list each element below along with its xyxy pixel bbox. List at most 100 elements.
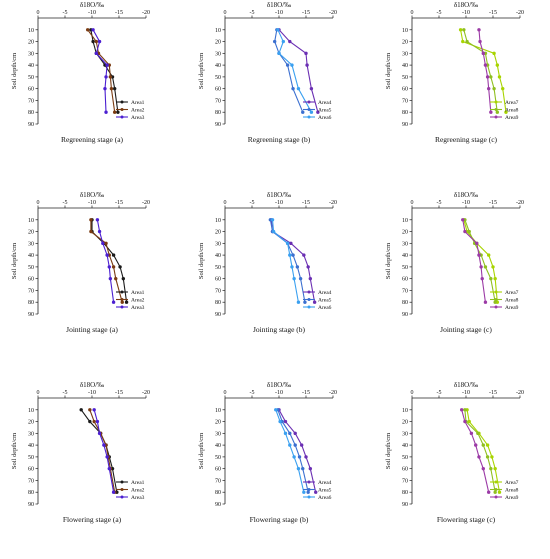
data-point-area6 (288, 253, 292, 257)
legend-marker (120, 100, 124, 104)
legend-marker (494, 108, 498, 111)
data-point-area9 (486, 86, 491, 91)
series-line-area6 (277, 29, 312, 113)
y-tick-label: 80 (215, 490, 221, 496)
y-axis-title: Soil depth/cm (385, 433, 392, 469)
data-point-area3 (107, 466, 111, 471)
y-tick-label: 20 (215, 420, 221, 426)
x-tick-label: -20 (516, 390, 524, 396)
data-point-area8 (489, 75, 493, 79)
data-point-area9 (479, 265, 483, 269)
y-tick-label: 80 (215, 300, 221, 306)
data-point-area4 (304, 51, 308, 56)
x-tick-label: -20 (142, 10, 150, 16)
data-point-area2 (89, 218, 93, 222)
legend-marker (120, 488, 124, 491)
data-point-area4 (305, 63, 309, 67)
x-tick-label: -5 (250, 10, 255, 16)
y-tick-label: 40 (215, 253, 221, 259)
data-point-area4 (312, 300, 317, 304)
chart-panel: δ18O/‰ 0 -5 -10 -15 -20 10 20 30 40 50 60 70 80 90 Soil… (11, 1, 150, 144)
legend-marker (494, 100, 498, 104)
data-point-area9 (481, 51, 485, 56)
data-point-area8 (467, 229, 471, 234)
legend-marker (120, 495, 124, 499)
data-point-area8 (462, 28, 466, 32)
data-point-area2 (114, 276, 118, 281)
data-point-area6 (296, 300, 301, 304)
data-point-area4 (308, 276, 313, 281)
series-line-area6 (271, 219, 299, 303)
data-point-area2 (104, 241, 108, 246)
legend-label: Area3 (131, 305, 145, 311)
data-point-area9 (485, 75, 490, 79)
x-tick-label: 0 (37, 10, 40, 16)
y-tick-label: 50 (28, 75, 34, 81)
legend-label: Area4 (318, 480, 332, 486)
data-point-area6 (292, 276, 296, 281)
y-tick-label: 60 (402, 277, 408, 283)
data-point-area9 (480, 276, 484, 281)
x-tick-label: -5 (437, 390, 442, 396)
x-tick-label: -20 (516, 10, 524, 16)
data-point-area9 (478, 39, 482, 44)
x-tick-label: -10 (462, 10, 470, 16)
data-point-area7 (493, 276, 497, 281)
y-tick-label: 70 (28, 98, 34, 104)
y-tick-label: 90 (402, 312, 408, 318)
x-axis-title: δ18O/‰ (454, 1, 478, 9)
y-tick-label: 80 (402, 490, 408, 496)
legend-marker (494, 495, 498, 499)
y-tick-label: 90 (28, 502, 34, 508)
y-tick-label: 30 (28, 51, 34, 57)
x-axis-title: δ18O/‰ (80, 1, 104, 9)
data-point-area9 (486, 490, 491, 494)
data-point-area3 (105, 253, 109, 257)
data-point-area6 (277, 51, 281, 56)
data-point-area2 (88, 408, 92, 412)
panel-caption: Jointing stage (c) (440, 325, 492, 334)
data-point-area7 (497, 490, 502, 494)
x-tick-label: -5 (250, 200, 255, 206)
data-point-area6 (292, 455, 296, 459)
legend-marker (307, 115, 311, 119)
panel-caption: Regreening stage (b) (248, 135, 311, 144)
data-point-area8 (465, 39, 469, 44)
x-tick-label: 0 (224, 10, 227, 16)
panel-caption: Flowering stage (b) (250, 515, 309, 524)
y-tick-label: 80 (28, 300, 34, 306)
data-point-area7 (504, 110, 508, 114)
data-point-area4 (288, 39, 292, 44)
y-tick-label: 50 (402, 265, 408, 271)
y-tick-label: 70 (402, 98, 408, 104)
legend-label: Area8 (505, 298, 519, 304)
x-tick-label: 0 (411, 200, 414, 206)
y-tick-label: 20 (215, 40, 221, 46)
data-point-area9 (461, 218, 465, 222)
y-tick-label: 70 (215, 478, 221, 484)
y-tick-label: 70 (28, 288, 34, 294)
x-tick-label: 0 (224, 390, 227, 396)
legend-label: Area7 (505, 480, 519, 486)
data-point-area6 (278, 419, 282, 424)
panel-caption: Jointing stage (b) (253, 325, 306, 334)
y-tick-label: 30 (402, 241, 408, 247)
y-tick-label: 50 (28, 455, 34, 461)
chart-panel: δ18O/‰ 0 -5 -10 -15 -20 10 20 30 40 50 60 70 80 90 Soil… (11, 191, 150, 334)
data-point-area4 (289, 241, 293, 246)
data-point-area8 (476, 431, 480, 436)
x-tick-label: -10 (88, 200, 96, 206)
legend-label: Area4 (318, 100, 332, 106)
legend-label: Area7 (505, 100, 519, 106)
y-tick-label: 90 (215, 312, 221, 318)
series-line-area7 (466, 409, 501, 493)
legend-label: Area9 (505, 305, 519, 311)
data-point-area5 (288, 431, 292, 436)
data-point-area9 (459, 408, 464, 412)
data-point-area9 (463, 229, 467, 234)
data-point-area5 (291, 86, 295, 91)
y-tick-label: 90 (215, 122, 221, 128)
data-point-area5 (297, 455, 302, 459)
data-point-area3 (95, 419, 100, 424)
x-axis-title: δ18O/‰ (454, 381, 478, 389)
